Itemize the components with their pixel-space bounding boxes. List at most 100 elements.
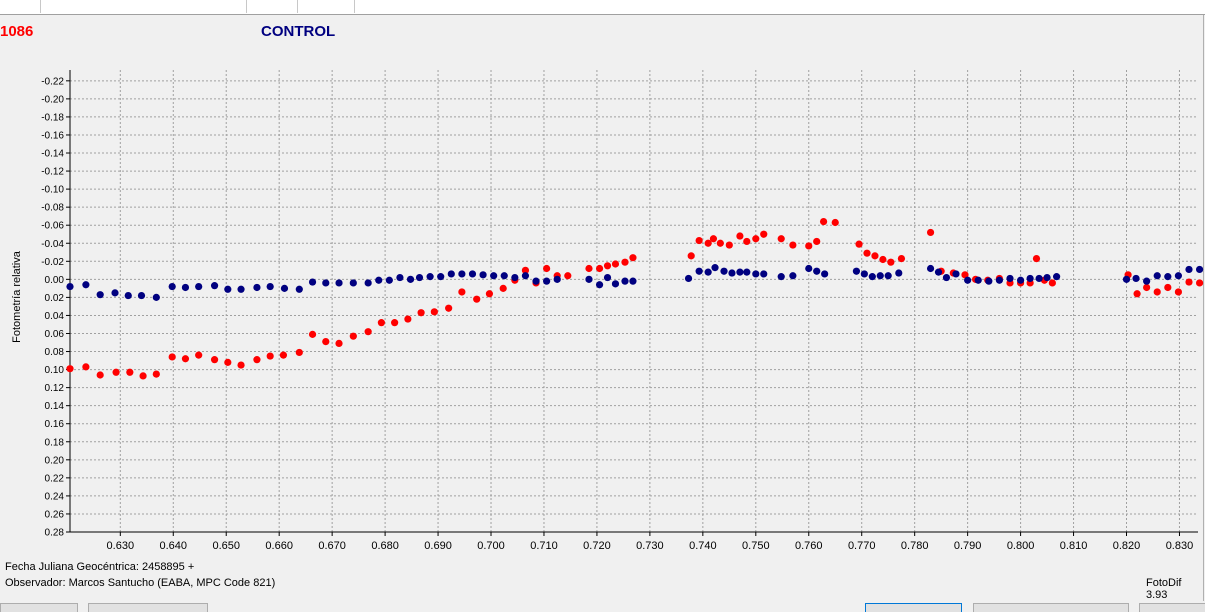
object-point (805, 242, 813, 250)
bottom-button-4[interactable] (973, 603, 1129, 612)
x-tick-label: 0.630 (107, 540, 135, 552)
y-tick-label: -0.12 (41, 167, 64, 178)
top-tab-2[interactable] (41, 0, 247, 13)
control-point (1035, 274, 1043, 283)
y-tick-label: -0.14 (41, 149, 64, 160)
x-tick-label: 0.810 (1060, 540, 1088, 552)
object-point (404, 315, 412, 323)
control-point (253, 283, 261, 292)
control-point (511, 273, 519, 282)
object-point (789, 241, 797, 249)
object-point (473, 295, 481, 303)
y-tick-label: 0.04 (45, 311, 65, 322)
control-point (942, 273, 951, 282)
control-point (852, 267, 861, 275)
y-tick-label: 0.00 (45, 275, 65, 286)
bottom-button-1[interactable] (0, 603, 78, 612)
x-tick-label: 0.710 (530, 540, 558, 552)
object-point (364, 328, 372, 336)
control-point (152, 293, 160, 301)
control-point (500, 272, 508, 280)
control-point (1164, 273, 1172, 281)
control-series (66, 264, 1204, 301)
control-point (468, 270, 477, 278)
x-tick-label: 0.750 (742, 540, 770, 552)
control-point (447, 270, 455, 278)
y-tick-label: 0.02 (45, 293, 65, 304)
top-tab-4[interactable] (298, 0, 355, 13)
x-tick-label: 0.660 (265, 540, 293, 552)
control-point (884, 272, 892, 280)
object-point (499, 284, 507, 292)
x-tick-label: 0.640 (160, 540, 188, 552)
x-tick-label: 0.770 (848, 540, 876, 552)
control-point (720, 267, 728, 275)
x-tick-label: 0.730 (636, 540, 664, 552)
control-point (1143, 277, 1151, 285)
control-point (210, 282, 219, 290)
object-point (66, 365, 74, 373)
object-point (629, 254, 637, 262)
control-point (743, 268, 751, 276)
y-tick-label: 0.06 (45, 329, 65, 340)
control-point (168, 282, 176, 291)
control-point (479, 271, 487, 279)
control-point (760, 270, 768, 278)
top-tab-3[interactable] (247, 0, 298, 13)
control-point (789, 272, 797, 280)
control-point (532, 277, 540, 285)
object-point (210, 356, 219, 364)
object-point (725, 241, 733, 249)
control-point (813, 267, 821, 275)
control-point (952, 270, 960, 278)
y-axis-label: Fotometría relativa (11, 250, 23, 343)
y-tick-label: -0.04 (41, 239, 64, 250)
object-point (126, 368, 134, 376)
object-point (879, 255, 887, 264)
bottom-button-5[interactable] (1139, 603, 1205, 612)
control-point (895, 269, 903, 277)
object-point (871, 252, 879, 260)
object-point (521, 266, 530, 274)
object-point (391, 319, 399, 327)
control-point (995, 276, 1004, 284)
control-point (406, 275, 415, 283)
control-point (585, 275, 593, 283)
y-tick-label: -0.06 (41, 221, 64, 232)
series-layer (66, 217, 1204, 380)
control-point (736, 268, 744, 276)
object-point (295, 348, 303, 357)
control-point (82, 281, 90, 289)
control-point (1174, 272, 1183, 280)
control-point (385, 276, 393, 284)
object-point (621, 258, 629, 266)
object-point (961, 271, 969, 279)
object-point (704, 239, 712, 247)
object-point (863, 249, 871, 257)
bottom-button-2[interactable] (88, 603, 208, 612)
control-point (375, 276, 383, 284)
x-tick-label: 0.760 (795, 540, 823, 552)
object-point (752, 235, 760, 243)
control-label: CONTROL (261, 23, 336, 40)
y-tick-label: 0.10 (45, 365, 65, 376)
control-point (237, 285, 245, 293)
control-point (124, 291, 132, 300)
control-point (1185, 265, 1193, 274)
control-point (1006, 274, 1014, 283)
object-point (585, 264, 593, 273)
object-point (1164, 283, 1172, 292)
control-point (96, 291, 104, 299)
top-tab-1[interactable] (0, 0, 41, 13)
object-point (819, 217, 828, 226)
control-point (926, 264, 935, 273)
bottom-button-3[interactable] (865, 603, 962, 612)
y-tick-label: -0.16 (41, 130, 64, 141)
bottom-button-bar (0, 603, 1205, 612)
object-point (595, 264, 604, 273)
object-point (322, 338, 330, 346)
x-tick-label: 0.690 (424, 540, 452, 552)
y-tick-label: 0.14 (45, 401, 65, 412)
object-point (377, 319, 385, 327)
control-point (868, 273, 876, 281)
